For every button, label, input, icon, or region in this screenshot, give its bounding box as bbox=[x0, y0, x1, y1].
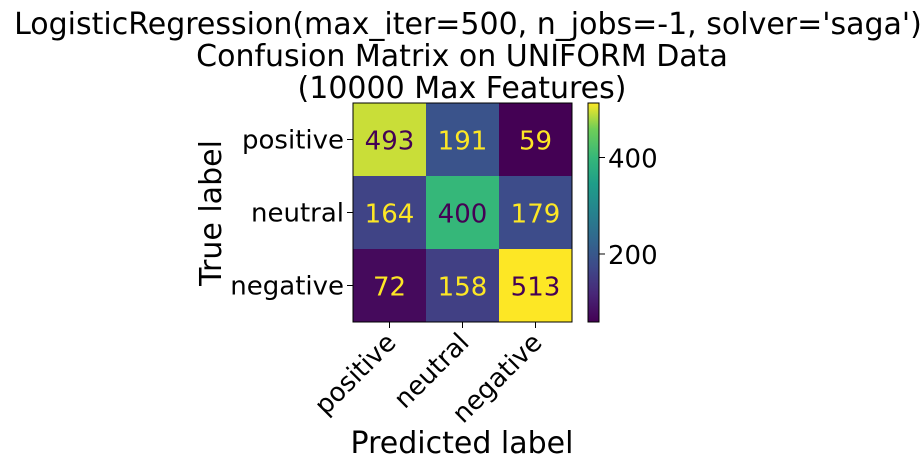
cell-value-label: 513 bbox=[511, 273, 561, 303]
chart-title-line-1: LogisticRegression(max_iter=500, n_jobs=… bbox=[14, 7, 922, 42]
y-tick-label: neutral bbox=[251, 199, 344, 229]
cell-value-label: 179 bbox=[511, 200, 561, 230]
heatmap-cell bbox=[353, 176, 426, 249]
colorbar-tick-label: 400 bbox=[608, 145, 658, 175]
heatmap-cell bbox=[353, 249, 426, 322]
heatmap-cell bbox=[499, 249, 572, 322]
x-tick-label: positive bbox=[309, 328, 402, 421]
heatmap-cell bbox=[426, 103, 499, 176]
cell-value-label: 158 bbox=[438, 273, 488, 303]
y-tick-label: negative bbox=[230, 272, 344, 302]
heatmap-cell bbox=[426, 176, 499, 249]
y-axis-label: True label bbox=[194, 140, 229, 287]
heatmap-cell bbox=[499, 176, 572, 249]
heatmap-cell bbox=[353, 103, 426, 176]
colorbar bbox=[587, 102, 600, 323]
heatmap-cell bbox=[426, 249, 499, 322]
y-tick-label: positive bbox=[242, 126, 344, 156]
cell-value-label: 59 bbox=[519, 127, 552, 157]
colorbar-ticks: 200 400 bbox=[599, 145, 658, 271]
heatmap-cells: 493 191 59 164 400 179 72 158 513 bbox=[353, 103, 572, 322]
cell-value-label: 400 bbox=[438, 200, 488, 230]
cell-value-label: 493 bbox=[365, 127, 415, 157]
cell-value-label: 191 bbox=[438, 127, 488, 157]
x-axis-label: Predicted label bbox=[351, 426, 574, 461]
chart-title-line-2: Confusion Matrix on UNIFORM Data bbox=[196, 39, 728, 74]
chart-title-line-3: (10000 Max Features) bbox=[298, 71, 627, 106]
cell-value-label: 72 bbox=[373, 273, 406, 303]
heatmap-cell bbox=[499, 103, 572, 176]
cell-value-label: 164 bbox=[365, 200, 415, 230]
colorbar-tick-label: 200 bbox=[608, 241, 658, 271]
y-tick-labels: positive neutral negative bbox=[230, 126, 353, 302]
